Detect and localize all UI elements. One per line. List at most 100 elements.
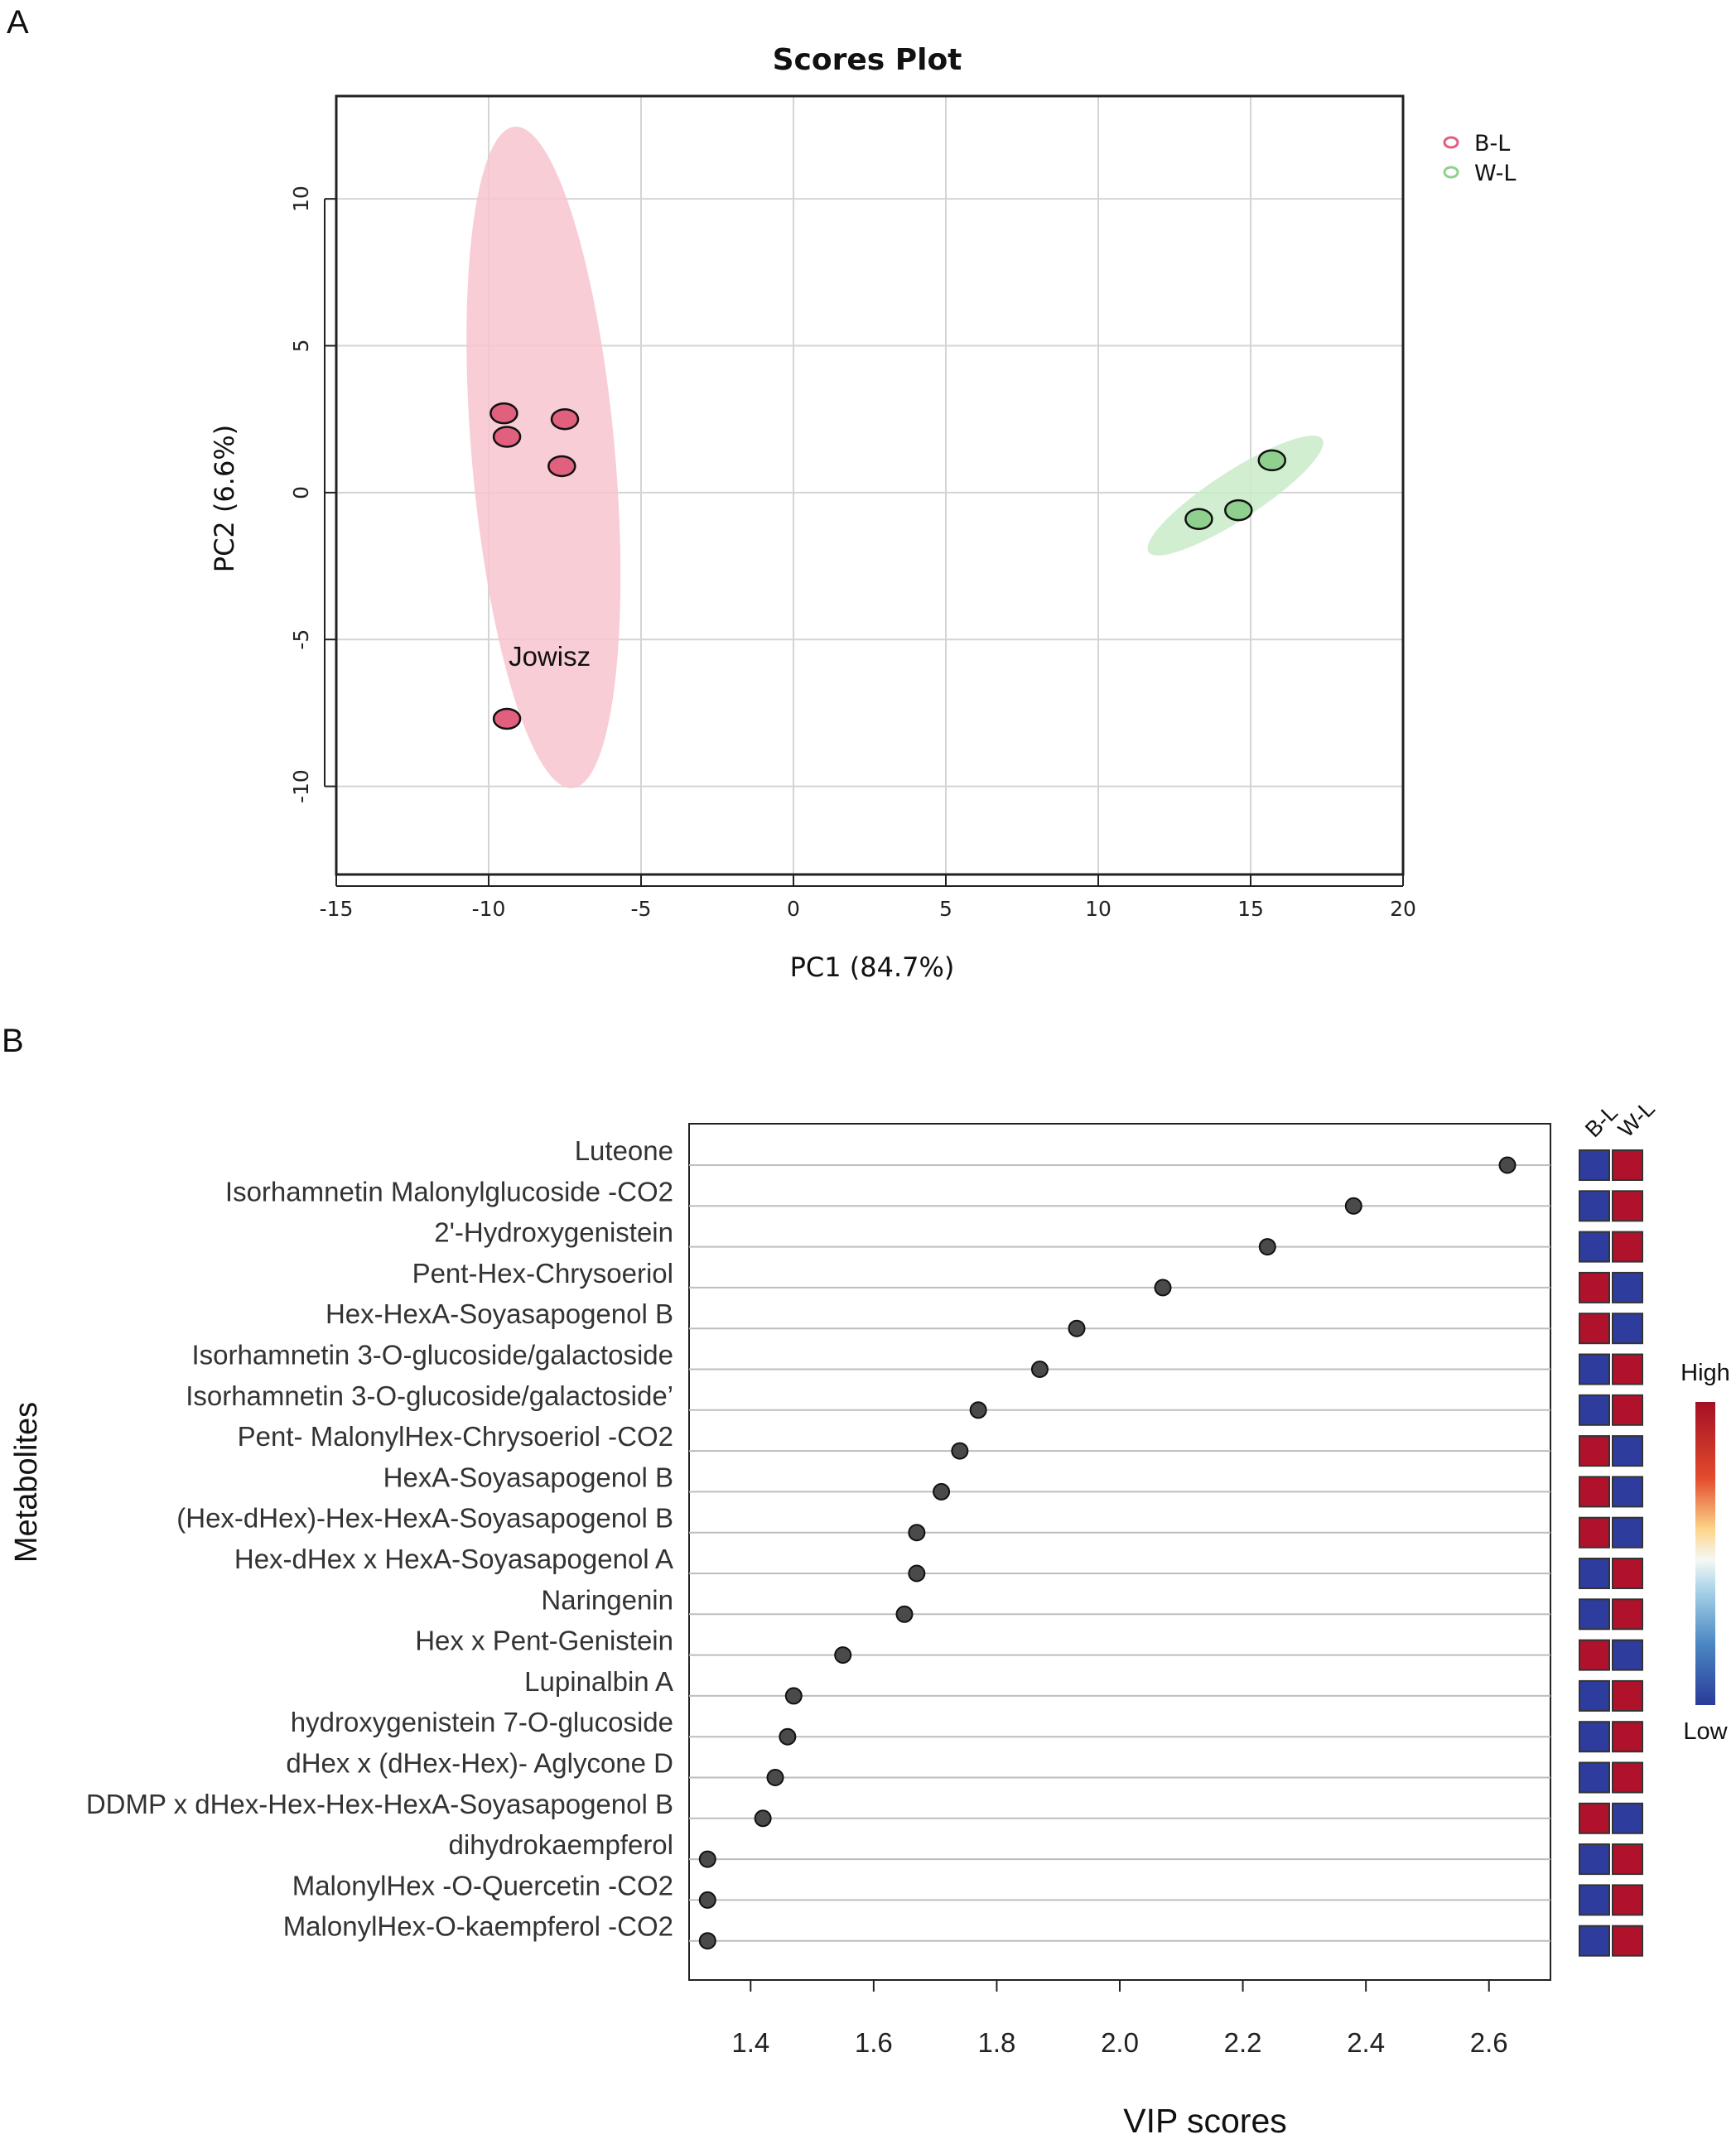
- vip-x-tick-label: 1.8: [977, 2027, 1015, 2058]
- heatmap-cell-w-l: [1612, 1313, 1643, 1345]
- vip-x-tick-label: 2.0: [1101, 2027, 1139, 2058]
- pca-score-points: [489, 402, 1287, 730]
- heatmap-cell-w-l: [1612, 1271, 1643, 1303]
- pca-y-axis: -10 -5 0 5 10: [289, 185, 336, 803]
- heatmap-scale-high-label: High: [1681, 1360, 1730, 1386]
- vip-metabolite-rows: Luteone Isorhamnetin Malonylglucoside -CO…: [86, 1135, 1550, 1950]
- metabolite-label: Hex x Pent-Genistein: [415, 1626, 673, 1656]
- metabolite-label: Hex-HexA-Soyasapogenol B: [326, 1298, 673, 1329]
- heatmap-cell-w-l: [1612, 1149, 1643, 1181]
- pca-y-tick-label: -5: [289, 629, 313, 650]
- metabolite-label: 2'-Hydroxygenistein: [434, 1217, 673, 1248]
- heatmap-cell-w-l: [1612, 1925, 1643, 1957]
- pca-plot-frame: [335, 94, 1405, 876]
- heatmap-column-labels: B-LW-L: [1580, 1096, 1660, 1142]
- vip-x-tick-label: 2.4: [1347, 2027, 1385, 2058]
- pca-point-b-l: [492, 707, 522, 730]
- heatmap-cell-w-l: [1612, 1639, 1643, 1671]
- heatmap-cell-b-l: [1579, 1925, 1610, 1957]
- vip-score-point: [895, 1605, 914, 1623]
- vip-score-point: [908, 1524, 926, 1542]
- vip-score-point: [1154, 1279, 1172, 1297]
- heatmap-cells: [1579, 1149, 1643, 1957]
- pca-x-tick-label: 0: [787, 897, 800, 921]
- pca-y-tick-label: 0: [289, 486, 313, 499]
- heatmap-color-scale: High Low: [1681, 1360, 1730, 1745]
- metabolite-label: Isorhamnetin 3-O-glucoside/galactoside’: [186, 1380, 673, 1411]
- pca-point-b-l: [492, 426, 522, 448]
- vip-x-axis: 1.4 1.6 1.8 2.0 2.2 2.4 2.6: [731, 1980, 1508, 2058]
- heatmap-scale-bar: [1695, 1402, 1715, 1705]
- vip-score-point: [951, 1442, 969, 1460]
- heatmap-cell-b-l: [1579, 1231, 1610, 1263]
- heatmap-cell-b-l: [1579, 1802, 1610, 1834]
- metabolite-label: HexA-Soyasapogenol B: [383, 1462, 673, 1492]
- heatmap-cell-w-l: [1612, 1558, 1643, 1589]
- heatmap-cell-w-l: [1612, 1721, 1643, 1753]
- pca-ellipse-w-l: [1147, 436, 1324, 556]
- vip-x-axis-label: VIP scores: [1123, 2102, 1287, 2139]
- heatmap-cell-w-l: [1612, 1598, 1643, 1631]
- heatmap-cell-w-l: [1612, 1190, 1643, 1222]
- heatmap-cell-b-l: [1579, 1394, 1610, 1426]
- metabolite-label: Lupinalbin A: [524, 1666, 673, 1697]
- vip-score-point: [754, 1809, 772, 1828]
- heatmap-cell-b-l: [1579, 1435, 1610, 1467]
- metabolite-label: dHex x (dHex-Hex)- Aglycone D: [286, 1748, 673, 1779]
- pca-legend: B-L W-L: [1443, 131, 1516, 186]
- pca-x-tick-label: 10: [1085, 897, 1112, 921]
- vip-score-point: [1258, 1238, 1276, 1256]
- pca-y-axis-label: PC2 (6.6%): [209, 425, 240, 572]
- panel-b-label: B: [2, 1023, 24, 1059]
- heatmap-cell-w-l: [1612, 1476, 1643, 1508]
- heatmap-cell-w-l: [1612, 1802, 1643, 1834]
- pca-x-tick-label: 15: [1237, 897, 1264, 921]
- vip-score-point: [784, 1687, 803, 1705]
- vip-x-tick-label: 1.4: [731, 2027, 769, 2058]
- pca-x-tick-label: 5: [939, 897, 952, 921]
- pca-title: Scores Plot: [773, 43, 962, 77]
- metabolite-label: (Hex-dHex)-Hex-HexA-Soyasapogenol B: [176, 1503, 673, 1534]
- vip-y-axis-label: Metabolites: [9, 1402, 44, 1563]
- pca-y-tick-label: 10: [289, 185, 313, 212]
- legend-label-w-l: W-L: [1474, 161, 1516, 186]
- vip-score-point: [779, 1727, 797, 1746]
- vip-x-tick-label: 1.6: [855, 2027, 893, 2058]
- legend-marker-b-l: [1443, 136, 1459, 149]
- vip-score-point: [834, 1646, 852, 1664]
- vip-score-point: [908, 1564, 926, 1583]
- metabolite-label: MalonylHex-O-kaempferol -CO2: [283, 1911, 673, 1942]
- vip-score-point: [1344, 1197, 1362, 1215]
- vip-score-point: [698, 1932, 716, 1950]
- vip-score-point: [766, 1769, 784, 1786]
- heatmap-cell-b-l: [1579, 1190, 1610, 1222]
- pca-scores-plot: Scores Plot -15 -10 -5 0 5 10 15 20 -10 -5 0 5 10 P…: [209, 43, 1516, 983]
- heatmap-cell-w-l: [1612, 1435, 1643, 1467]
- pca-point-b-l: [489, 402, 518, 425]
- pca-ellipse-b-l: [466, 126, 621, 788]
- pca-point-w-l: [1184, 508, 1213, 531]
- pca-x-tick-label: -10: [472, 897, 506, 921]
- pca-point-w-l: [1257, 449, 1287, 472]
- heatmap-cell-b-l: [1579, 1516, 1610, 1549]
- heatmap-cell-b-l: [1579, 1598, 1610, 1631]
- pca-confidence-ellipses: [466, 126, 1324, 788]
- metabolite-label: Luteone: [575, 1135, 673, 1166]
- heatmap-cell-w-l: [1612, 1679, 1643, 1712]
- pca-x-tick-label: 20: [1390, 897, 1416, 921]
- metabolite-label: MalonylHex -O-Quercetin -CO2: [292, 1870, 673, 1901]
- metabolite-label: Pent-Hex-Chrysoeriol: [412, 1258, 673, 1289]
- heatmap-cell-b-l: [1579, 1353, 1610, 1385]
- metabolite-label: Isorhamnetin Malonylglucoside -CO2: [225, 1176, 673, 1207]
- pca-x-tick-label: -5: [631, 897, 652, 921]
- heatmap-cell-b-l: [1579, 1843, 1610, 1876]
- metabolite-label: Naringenin: [541, 1584, 673, 1615]
- heatmap-cell-b-l: [1579, 1639, 1610, 1671]
- pca-point-w-l: [1224, 499, 1253, 522]
- vip-scores-plot: Luteone Isorhamnetin Malonylglucoside -CO…: [9, 1096, 1730, 2139]
- vip-plot-frame: [688, 1123, 1551, 1981]
- vip-score-point: [933, 1482, 951, 1501]
- heatmap-scale-low-label: Low: [1683, 1718, 1728, 1745]
- metabolite-label: hydroxygenistein 7-O-glucoside: [291, 1707, 673, 1737]
